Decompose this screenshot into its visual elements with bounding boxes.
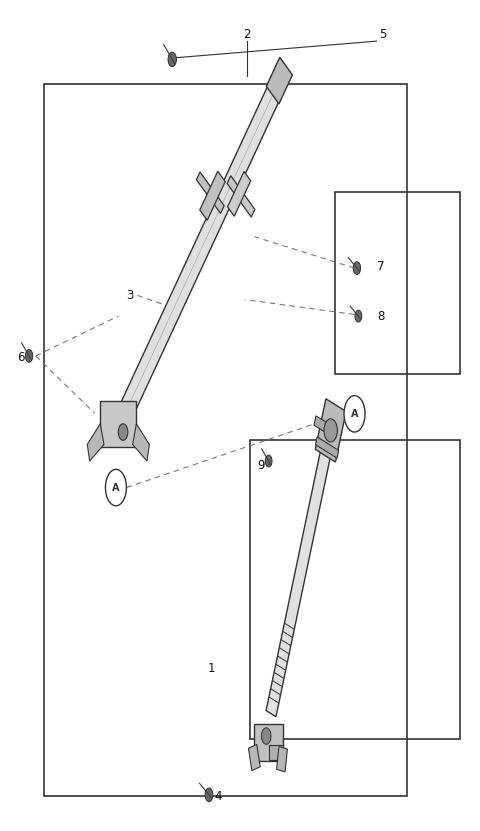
- Circle shape: [344, 396, 365, 432]
- Polygon shape: [266, 57, 292, 104]
- Polygon shape: [87, 424, 104, 461]
- Circle shape: [265, 455, 272, 467]
- Circle shape: [168, 52, 177, 66]
- Text: 2: 2: [243, 28, 251, 41]
- Circle shape: [353, 262, 360, 274]
- Text: 6: 6: [17, 351, 24, 364]
- Text: 8: 8: [377, 310, 384, 322]
- Text: 1: 1: [208, 661, 215, 675]
- Circle shape: [110, 476, 121, 496]
- Circle shape: [25, 350, 33, 362]
- Polygon shape: [315, 437, 339, 458]
- Polygon shape: [100, 401, 136, 446]
- Polygon shape: [269, 745, 283, 760]
- Circle shape: [205, 788, 213, 802]
- Polygon shape: [249, 745, 260, 770]
- Text: 4: 4: [215, 790, 222, 803]
- Circle shape: [118, 424, 128, 440]
- Circle shape: [106, 470, 126, 506]
- Text: 3: 3: [127, 289, 134, 302]
- Polygon shape: [196, 172, 224, 214]
- Polygon shape: [132, 424, 149, 461]
- Text: A: A: [351, 409, 358, 419]
- Polygon shape: [315, 399, 346, 462]
- Text: 5: 5: [380, 28, 387, 41]
- Polygon shape: [113, 81, 281, 435]
- Polygon shape: [227, 175, 255, 217]
- Polygon shape: [266, 437, 333, 717]
- Polygon shape: [254, 724, 283, 761]
- Polygon shape: [276, 746, 288, 772]
- Text: 7: 7: [377, 260, 384, 273]
- Circle shape: [324, 419, 337, 442]
- Circle shape: [262, 728, 271, 745]
- Polygon shape: [200, 171, 225, 220]
- Text: A: A: [112, 483, 120, 493]
- Text: 9: 9: [258, 459, 265, 472]
- Polygon shape: [314, 416, 334, 436]
- Circle shape: [355, 310, 362, 322]
- Polygon shape: [228, 171, 251, 216]
